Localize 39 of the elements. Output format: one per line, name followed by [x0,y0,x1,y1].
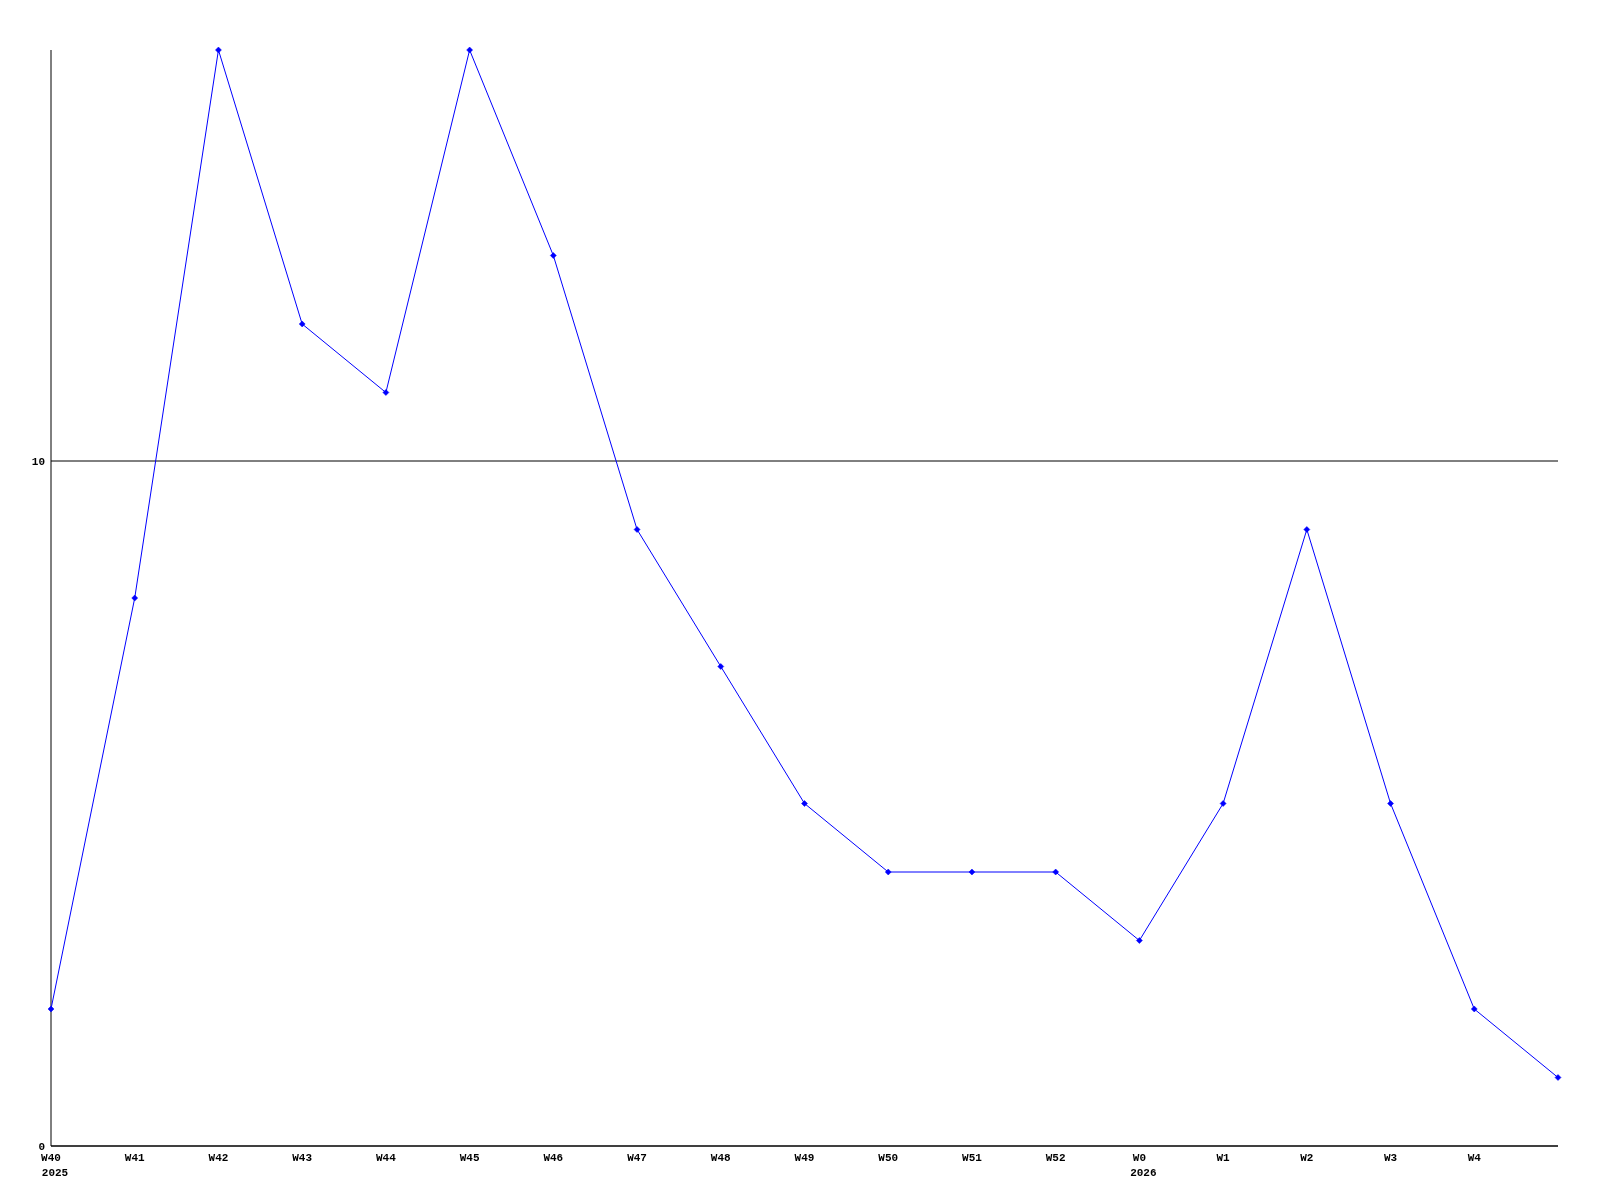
point [1052,868,1059,876]
x-tick-label: W46 [543,1152,564,1164]
x-tick-label: W4 [1467,1152,1482,1164]
point [131,594,138,602]
x-tick-label: W50 [878,1152,899,1164]
x-tick-label: W48 [710,1152,732,1164]
point [382,389,390,396]
point [298,320,306,328]
x-tick-label: W45 [459,1152,480,1164]
x-tick-label: W40 2025 [41,1152,69,1179]
x-tick-label: W47 [627,1152,647,1164]
x-tick-label: W0 2026 [1130,1152,1157,1179]
x-tick-label: W43 [292,1152,313,1164]
point [47,1005,55,1013]
y-tick-label: 0 [38,1140,45,1153]
x-tick-label: W49 [794,1152,815,1164]
x-tick-label: W2 [1300,1152,1314,1164]
point [633,526,641,533]
point [1303,526,1311,533]
x-tick-label: W1 [1216,1152,1231,1164]
point [1554,1074,1562,1081]
point [717,663,725,670]
point [1471,1005,1478,1013]
point [968,868,976,876]
point [550,252,557,259]
point [1387,800,1394,807]
point [1219,800,1227,807]
x-tick-label: W3 [1383,1152,1398,1164]
y-tick-label: 10 [31,455,45,468]
x-tick-label: W44 [375,1152,397,1164]
point [215,46,222,54]
x-tick-label: W41 [124,1152,146,1164]
point [466,46,473,54]
point [801,800,808,807]
point [1136,937,1143,944]
x-tick-label: W51 [962,1152,983,1164]
x-tick-label: W42 [208,1152,229,1164]
point [884,868,892,876]
x-tick-label: W52 [1045,1152,1066,1164]
